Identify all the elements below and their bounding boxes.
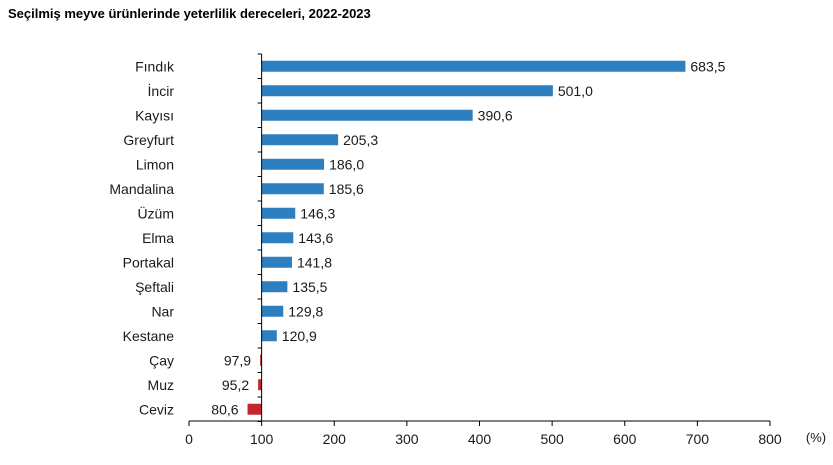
bar xyxy=(261,134,339,146)
category-label: Portakal xyxy=(123,254,174,270)
category-label: Çay xyxy=(149,352,174,368)
bar xyxy=(261,232,294,244)
bar xyxy=(261,330,277,342)
x-tick-label: 100 xyxy=(250,431,274,447)
value-label: 141,8 xyxy=(297,254,332,270)
category-label: Kayısı xyxy=(135,107,174,123)
value-label: 80,6 xyxy=(211,401,238,417)
value-label: 95,2 xyxy=(222,377,249,393)
bar xyxy=(261,109,473,121)
category-label: Üzüm xyxy=(137,204,174,221)
category-label: Elma xyxy=(142,230,174,246)
value-label: 146,3 xyxy=(300,205,335,221)
category-label: Ceviz xyxy=(139,401,174,417)
value-label: 390,6 xyxy=(478,107,513,123)
category-label: Kestane xyxy=(123,328,175,344)
x-tick-label: 600 xyxy=(613,431,637,447)
value-label: 186,0 xyxy=(329,156,364,172)
value-label: 120,9 xyxy=(282,328,317,344)
x-tick-label: 700 xyxy=(686,431,710,447)
value-label: 97,9 xyxy=(224,352,251,368)
value-label: 683,5 xyxy=(690,58,725,74)
bar xyxy=(261,60,686,72)
category-label: Fındık xyxy=(135,58,175,74)
value-label: 185,6 xyxy=(329,181,364,197)
x-tick-label: 200 xyxy=(323,431,347,447)
category-label: İncir xyxy=(148,82,175,99)
category-label: Limon xyxy=(136,156,174,172)
value-label: 501,0 xyxy=(558,83,593,99)
bar xyxy=(260,354,262,366)
category-label: Muz xyxy=(148,377,174,393)
x-tick-label: 500 xyxy=(540,431,564,447)
value-label: 143,6 xyxy=(298,230,333,246)
bar xyxy=(261,85,553,97)
x-tick-label: 800 xyxy=(758,431,782,447)
x-tick-label: 0 xyxy=(185,431,193,447)
x-tick-label: 300 xyxy=(395,431,419,447)
chart-title: Seçilmiş meyve ürünlerinde yeterlilik de… xyxy=(8,6,371,21)
category-label: Nar xyxy=(151,303,174,319)
bar xyxy=(261,183,324,195)
value-label: 129,8 xyxy=(288,303,323,319)
bar xyxy=(247,403,262,415)
category-label: Greyfurt xyxy=(123,132,174,148)
value-label: 135,5 xyxy=(292,279,327,295)
category-label: Şeftali xyxy=(135,279,174,295)
x-tick-label: 400 xyxy=(468,431,492,447)
bar xyxy=(261,281,288,293)
bar xyxy=(261,158,325,170)
value-label: 205,3 xyxy=(343,132,378,148)
unit-label: (%) xyxy=(806,430,826,445)
bar xyxy=(261,256,292,268)
category-label: Mandalina xyxy=(109,181,174,197)
bar xyxy=(261,207,296,219)
bar xyxy=(261,305,284,317)
bar xyxy=(258,379,262,391)
